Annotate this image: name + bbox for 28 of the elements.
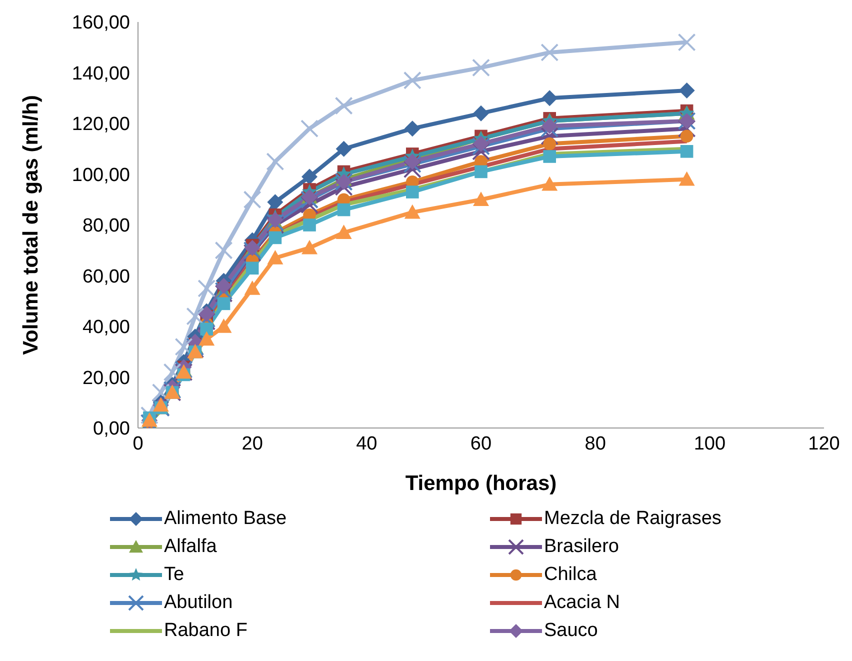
- y-tick-label: 60,00: [82, 266, 130, 288]
- x-tick-label: 100: [694, 433, 726, 454]
- y-tick-label: 0,00: [93, 418, 130, 440]
- y-tick-label: 120,00: [72, 114, 130, 136]
- legend-label: Brasilero: [544, 536, 619, 558]
- y-tick-label: 40,00: [82, 317, 130, 338]
- legend-label: Sauco: [544, 620, 598, 642]
- legend-label: Mezcla de Raigrases: [544, 508, 722, 530]
- legend-label: Acacia N: [544, 592, 620, 614]
- y-tick-label: 140,00: [72, 63, 130, 84]
- y-tick-label: 100,00: [72, 164, 130, 186]
- legend-label: Chilca: [544, 564, 597, 586]
- legend-label: Te: [164, 564, 184, 586]
- legend-label: Abutilon: [164, 592, 233, 614]
- x-tick-label: 120: [808, 433, 840, 454]
- y-tick-label: 160,00: [72, 12, 130, 34]
- legend-label: Rabano F: [164, 620, 248, 642]
- x-tick-label: 80: [584, 433, 606, 454]
- x-tick-label: 40: [356, 433, 378, 454]
- x-tick-label: 60: [470, 433, 492, 454]
- x-axis-title: Tiempo (horas): [405, 472, 557, 495]
- y-axis-title: Volume total de gas (ml/h): [19, 95, 42, 355]
- x-tick-label: 20: [242, 433, 263, 454]
- legend-label: Alimento Base: [164, 508, 287, 530]
- y-tick-label: 20,00: [82, 368, 130, 389]
- y-tick-label: 80,00: [82, 216, 130, 237]
- x-tick-label: 0: [132, 433, 144, 454]
- legend-label: Alfalfa: [164, 536, 217, 558]
